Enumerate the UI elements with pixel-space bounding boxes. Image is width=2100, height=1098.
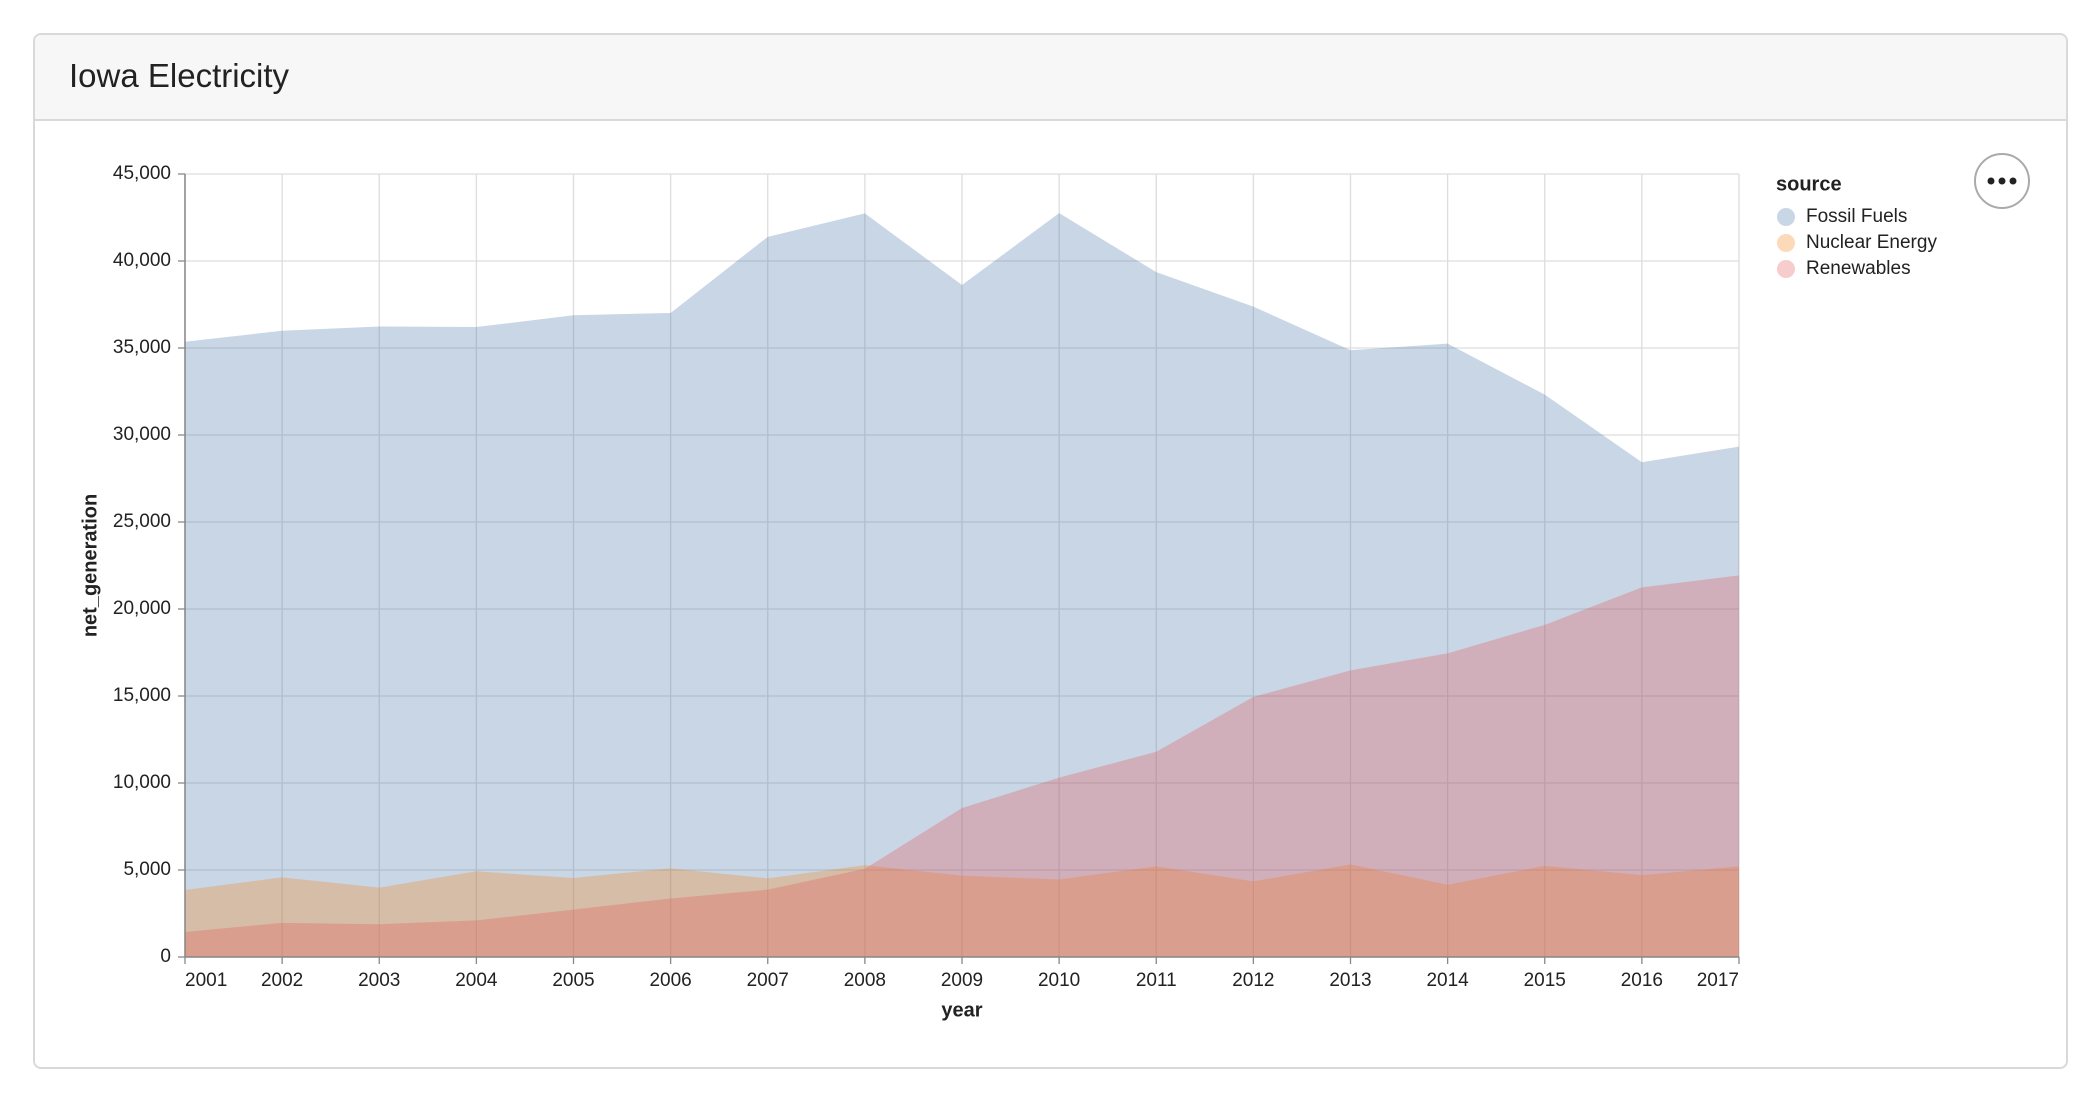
y-tick-label: 40,000 xyxy=(113,250,171,271)
x-tick-label: 2017 xyxy=(1697,970,1739,991)
card: Iowa Electricity xyxy=(33,33,2068,1069)
dot xyxy=(1987,177,1995,185)
x-tick-label: 2016 xyxy=(1621,970,1663,991)
x-axis-title: year xyxy=(941,999,982,1021)
y-tick-label: 15,000 xyxy=(113,685,171,706)
y-tick-label: 25,000 xyxy=(113,511,171,532)
x-tick-label: 2009 xyxy=(941,970,983,991)
legend-swatch xyxy=(1777,234,1795,252)
y-tick-label: 30,000 xyxy=(113,424,171,445)
y-tick-label: 0 xyxy=(160,946,171,967)
card-header: Iowa Electricity xyxy=(35,35,2066,121)
area xyxy=(185,575,1739,957)
x-tick-label: 2010 xyxy=(1038,970,1080,991)
legend-swatch xyxy=(1777,260,1795,278)
x-tick-label: 2003 xyxy=(358,970,400,991)
x-tick-label: 2014 xyxy=(1426,970,1469,991)
x-tick-label: 2013 xyxy=(1329,970,1371,991)
legend-title: source xyxy=(1776,173,1842,195)
y-tick-label: 35,000 xyxy=(113,337,171,358)
legend-swatch xyxy=(1777,208,1795,226)
y-tick-label: 5,000 xyxy=(123,859,171,880)
area xyxy=(185,213,1739,957)
legend-label: Fossil Fuels xyxy=(1806,206,1907,227)
y-tick-label: 10,000 xyxy=(113,772,171,793)
legend-label: Nuclear Energy xyxy=(1806,232,1937,253)
x-tick-label: 2006 xyxy=(649,970,691,991)
x-tick-label: 2011 xyxy=(1136,970,1177,991)
x-tick-label: 2015 xyxy=(1524,970,1566,991)
y-tick-label: 45,000 xyxy=(113,163,171,184)
legend-label: Renewables xyxy=(1806,258,1911,279)
area xyxy=(185,864,1739,957)
dot xyxy=(2009,177,2017,185)
dot xyxy=(1998,177,2006,185)
chart-title: Iowa Electricity xyxy=(69,57,290,94)
x-tick-label: 2007 xyxy=(747,970,789,991)
x-tick-label: 2002 xyxy=(261,970,303,991)
x-tick-label: 2012 xyxy=(1232,970,1274,991)
more-button[interactable] xyxy=(1974,153,2030,209)
y-axis-title: net_generation xyxy=(79,494,101,637)
y-tick-label: 20,000 xyxy=(113,598,171,619)
x-tick-label: 2001 xyxy=(185,970,227,991)
x-tick-label: 2004 xyxy=(455,970,498,991)
x-tick-label: 2005 xyxy=(552,970,594,991)
x-tick-label: 2008 xyxy=(844,970,886,991)
